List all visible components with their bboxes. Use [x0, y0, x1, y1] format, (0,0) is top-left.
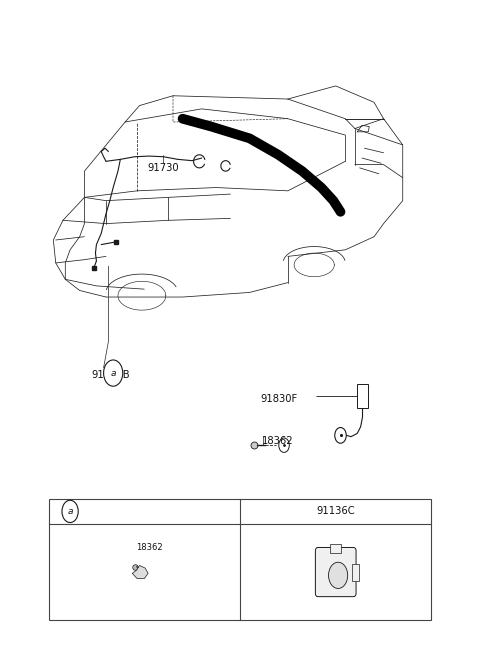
- Text: 91730: 91730: [148, 163, 179, 173]
- Bar: [48, 499, 432, 620]
- Circle shape: [335, 428, 346, 443]
- Circle shape: [328, 562, 348, 589]
- FancyBboxPatch shape: [315, 547, 356, 597]
- Text: 91960B: 91960B: [92, 371, 130, 380]
- Bar: [357, 384, 368, 409]
- Text: 18362: 18362: [262, 436, 293, 446]
- Text: 91830F: 91830F: [260, 394, 298, 403]
- Text: 91136C: 91136C: [316, 507, 355, 516]
- Text: 18362: 18362: [136, 543, 162, 553]
- Circle shape: [62, 500, 78, 522]
- Circle shape: [104, 360, 123, 386]
- Polygon shape: [132, 566, 148, 579]
- Circle shape: [279, 438, 289, 453]
- Text: a: a: [110, 369, 116, 378]
- FancyBboxPatch shape: [352, 564, 359, 581]
- FancyBboxPatch shape: [330, 543, 341, 553]
- Text: a: a: [67, 507, 73, 516]
